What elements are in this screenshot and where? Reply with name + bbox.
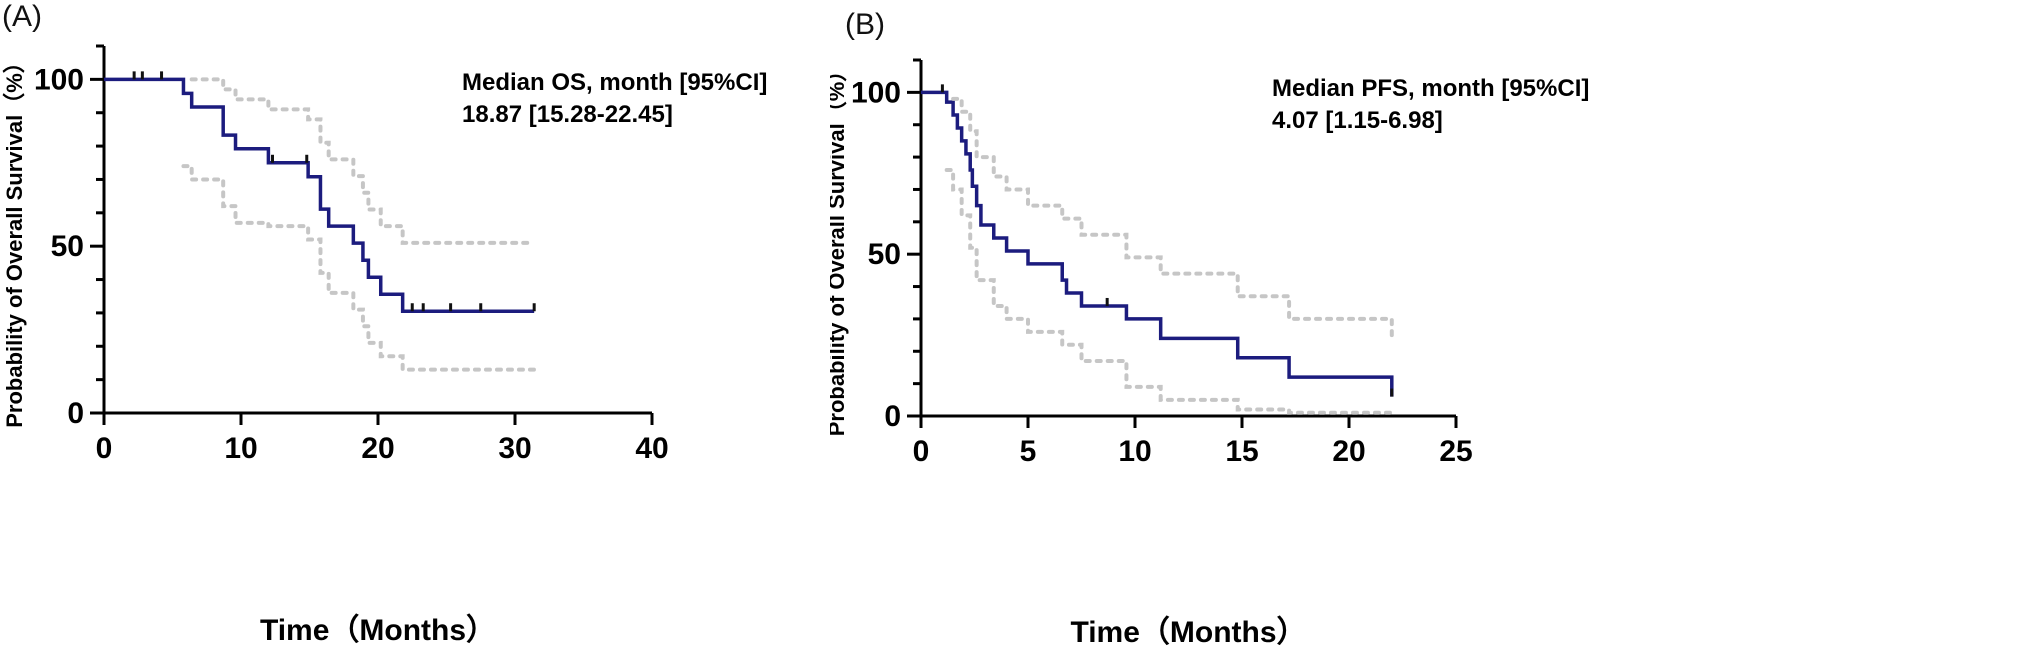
median-annotation-title: Median PFS, month [95%CI] [1272, 75, 1589, 102]
series-estimate [104, 77, 535, 313]
x-axis-label: Time（Months） [1070, 615, 1306, 649]
x-tick-label: 15 [1225, 435, 1258, 468]
series-ci-upper [189, 77, 537, 245]
panel-a: (A) 0 50 100 0 10 20 30 40 Time（Months） Probabili… [0, 0, 1015, 653]
y-tick-label: 50 [51, 230, 84, 263]
x-tick-label: 20 [361, 432, 394, 465]
median-annotation-value: 4.07 [1.15-6.98] [1272, 107, 1443, 134]
km-chart-os: 0 50 100 0 10 20 30 40 Time（Months） Probability o… [2, 44, 767, 647]
panel-b: (B) 0 50 100 0 5 10 15 20 25 Time（Months） Probabil… [824, 0, 2030, 653]
series-ci-lower [181, 164, 537, 372]
x-tick-label: 20 [1332, 435, 1365, 468]
x-tick-label: 0 [96, 432, 113, 465]
y-tick-label: 100 [34, 63, 84, 96]
x-axis-label: Time（Months） [260, 613, 496, 647]
y-tick-label: 50 [868, 238, 901, 271]
series-estimate [921, 90, 1394, 397]
x-tick-label: 5 [1020, 435, 1037, 468]
y-tick-label: 0 [884, 400, 901, 433]
x-tick-label: 40 [635, 432, 668, 465]
x-tick-label: 0 [913, 435, 930, 468]
series-ci-upper [951, 96, 1394, 344]
x-tick-label: 10 [1118, 435, 1151, 468]
panel-label-b: (B) [845, 8, 885, 41]
median-annotation-title: Median OS, month [95%CI] [462, 69, 767, 96]
y-axis-label: Probability of Overall Survival（%） [830, 60, 849, 437]
series-ci-lower [944, 168, 1394, 415]
km-chart-pfs: 0 50 100 0 5 10 15 20 25 Time（Months） Probability … [824, 58, 1589, 649]
median-annotation-value: 18.87 [15.28-22.45] [462, 101, 673, 128]
y-tick-label: 0 [67, 397, 84, 430]
y-tick-label: 100 [851, 76, 901, 109]
x-tick-label: 25 [1439, 435, 1472, 468]
panel-label-a: (A) [2, 0, 42, 33]
x-tick-label: 30 [498, 432, 531, 465]
x-tick-label: 10 [224, 432, 257, 465]
y-axis-label: Probability of Overall Survival（%） [2, 51, 27, 428]
